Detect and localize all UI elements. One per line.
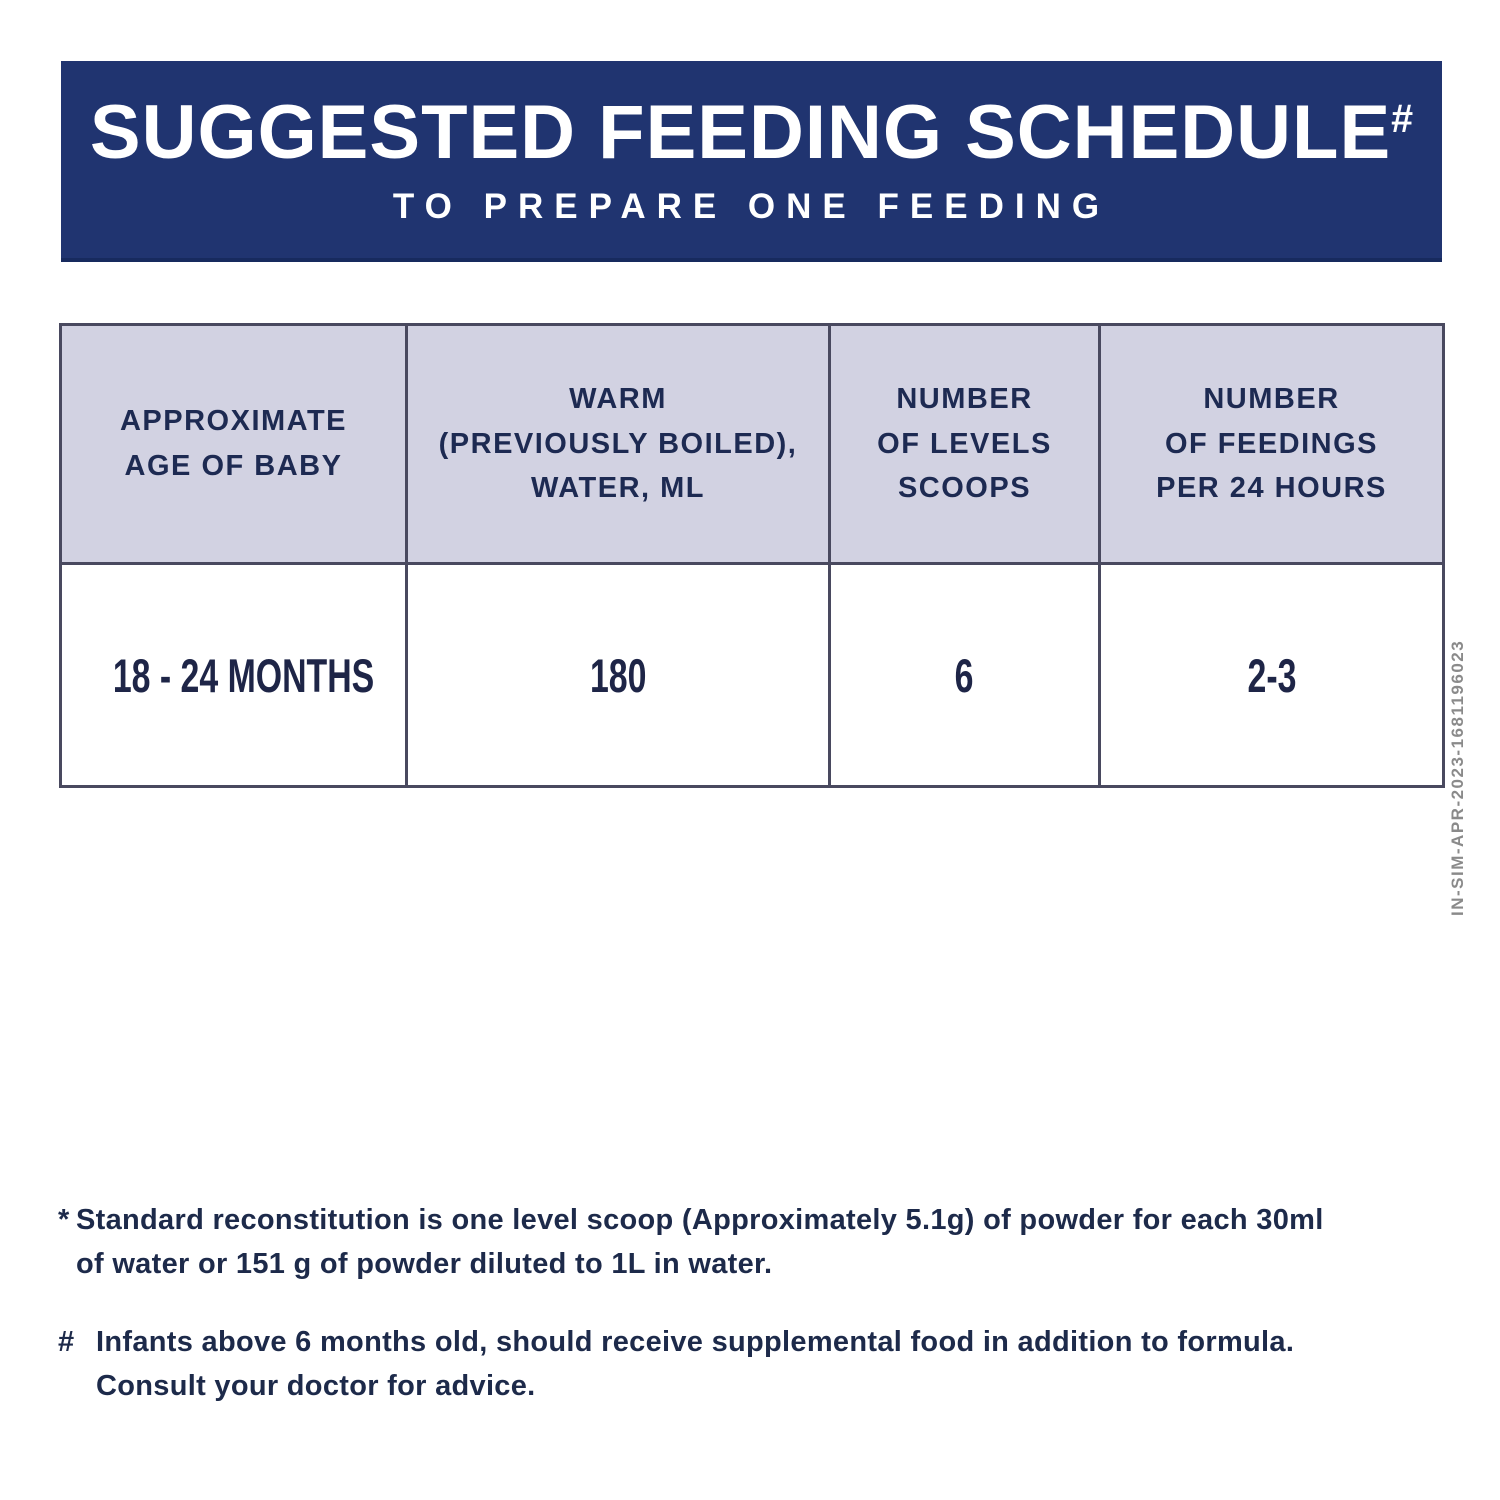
page-subtitle: TO PREPARE ONE FEEDING bbox=[392, 187, 1111, 226]
page-title-text: SUGGESTED FEEDING SCHEDULE bbox=[89, 90, 1392, 175]
column-header-scoops: NUMBER OF LEVELS SCOOPS bbox=[828, 323, 1101, 565]
table-row: 18 - 24 MONTHS 180 6 2-3 bbox=[59, 562, 1445, 788]
title-footnote-mark: # bbox=[1391, 97, 1414, 141]
cell-water-ml: 180 bbox=[405, 562, 831, 788]
page-title: SUGGESTED FEEDING SCHEDULE# bbox=[61, 61, 1442, 171]
column-header-feedings: NUMBER OF FEEDINGS PER 24 HOURS bbox=[1098, 323, 1445, 565]
cell-water-ml-value: 180 bbox=[589, 648, 647, 702]
feeding-schedule-table: APPROXIMATE AGE OF BABY WARM (PREVIOUSLY… bbox=[59, 323, 1445, 788]
column-header-water: WARM (PREVIOUSLY BOILED), WATER, ML bbox=[405, 323, 831, 565]
footnote-line: of water or 151 g of powder diluted to 1… bbox=[76, 1248, 773, 1280]
asterisk-marker: * bbox=[58, 1204, 70, 1236]
cell-age: 18 - 24 MONTHS bbox=[59, 562, 408, 788]
cell-feedings: 2-3 bbox=[1098, 562, 1445, 788]
cell-scoops: 6 bbox=[828, 562, 1101, 788]
hash-marker: # bbox=[58, 1326, 75, 1358]
column-header-age: APPROXIMATE AGE OF BABY bbox=[59, 323, 408, 565]
table-header-row: APPROXIMATE AGE OF BABY WARM (PREVIOUSLY… bbox=[59, 323, 1445, 565]
cell-age-value: 18 - 24 MONTHS bbox=[112, 648, 375, 702]
batch-code-vertical: IN-SIM-APR-2023-1681196023 bbox=[1448, 639, 1467, 916]
footnote-line: Consult your doctor for advice. bbox=[96, 1370, 536, 1402]
footnote-line: Infants above 6 months old, should recei… bbox=[96, 1326, 1295, 1358]
header-banner: SUGGESTED FEEDING SCHEDULE# TO PREPARE O… bbox=[61, 61, 1442, 262]
footnote-line: Standard reconstitution is one level sco… bbox=[76, 1204, 1324, 1236]
footnote-standard-reconstitution: * Standard reconstitution is one level s… bbox=[58, 1198, 1476, 1286]
footnote-supplemental-food: # Infants above 6 months old, should rec… bbox=[58, 1320, 1496, 1408]
cell-scoops-value: 6 bbox=[955, 648, 974, 702]
cell-feedings-value: 2-3 bbox=[1247, 648, 1296, 702]
